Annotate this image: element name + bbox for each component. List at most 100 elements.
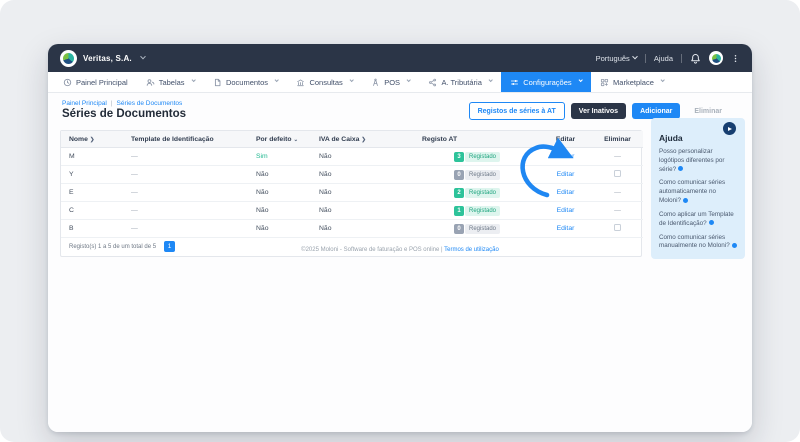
cell-por-defeito: Não bbox=[248, 184, 311, 202]
cell-por-defeito: Não bbox=[248, 166, 311, 184]
series-table-card: Nome❯ Template de Identificação Por defe… bbox=[60, 130, 642, 257]
user-avatar[interactable] bbox=[709, 51, 723, 65]
people-icon bbox=[146, 78, 155, 87]
nav-item-a-tributaria[interactable]: A. Tributária bbox=[419, 72, 501, 92]
chevron-down-icon bbox=[488, 78, 493, 83]
cell-eliminar bbox=[594, 220, 643, 238]
editar-link[interactable]: Editar bbox=[557, 225, 575, 232]
nav-item-configuracoes[interactable]: Configurações bbox=[501, 72, 591, 92]
cell-iva-caixa: Não bbox=[311, 184, 414, 202]
cell-registo-at: 0Registado bbox=[414, 166, 539, 184]
cell-editar: Editar bbox=[539, 220, 594, 238]
help-video-play-button[interactable] bbox=[723, 122, 736, 135]
cell-editar: Editar bbox=[539, 184, 594, 202]
breadcrumb-current-link[interactable]: Séries de Documentos bbox=[117, 100, 183, 107]
help-question-link[interactable]: Posso personalizar logótipos diferentes … bbox=[659, 148, 737, 174]
nav-label: Marketplace bbox=[613, 78, 654, 87]
breadcrumb-separator: | bbox=[111, 100, 113, 107]
help-question-link[interactable]: Como comunicar séries automaticamente no… bbox=[659, 179, 737, 205]
cell-nome: Y bbox=[61, 166, 123, 184]
cell-por-defeito: Sim bbox=[248, 148, 311, 166]
registo-badge: 1Registado bbox=[454, 206, 500, 216]
nav-label: Documentos bbox=[226, 78, 268, 87]
nav-item-pos[interactable]: POS bbox=[362, 72, 419, 92]
nav-item-painel-principal[interactable]: Painel Principal bbox=[54, 72, 137, 92]
cell-nome: M bbox=[61, 148, 123, 166]
page-content: Painel Principal | Séries de Documentos … bbox=[48, 93, 752, 432]
table-row: B — Não Não 0Registado Editar bbox=[61, 220, 643, 238]
topbar: Veritas, S.A. Português Ajuda bbox=[48, 44, 752, 72]
kebab-menu-icon[interactable] bbox=[731, 53, 740, 64]
nav-item-consultas[interactable]: Consultas bbox=[287, 72, 362, 92]
column-header-nome[interactable]: Nome❯ bbox=[61, 131, 123, 148]
page-title: Séries de Documentos bbox=[62, 108, 186, 120]
eliminar-checkbox[interactable] bbox=[614, 170, 621, 177]
cell-nome: C bbox=[61, 202, 123, 220]
termos-utilizacao-link[interactable]: Termos de utilização bbox=[444, 247, 499, 253]
breadcrumb-home-link[interactable]: Painel Principal bbox=[62, 100, 107, 107]
divider bbox=[645, 54, 646, 63]
editar-link[interactable]: Editar bbox=[557, 171, 575, 178]
copyright-text: ©2025 Moloni - Software de faturação e P… bbox=[301, 247, 439, 253]
column-header-eliminar: Eliminar bbox=[594, 131, 643, 148]
cell-registo-at: 2Registado bbox=[414, 184, 539, 202]
ver-inativos-button[interactable]: Ver Inativos bbox=[571, 103, 626, 119]
column-header-template: Template de Identificação bbox=[123, 131, 248, 148]
editar-link[interactable]: Editar bbox=[557, 207, 575, 214]
chevron-down-icon bbox=[406, 78, 411, 83]
nav-label: Consultas bbox=[309, 78, 342, 87]
language-selector[interactable]: Português bbox=[596, 54, 637, 63]
registos-series-at-button[interactable]: Registos de séries à AT bbox=[469, 102, 565, 120]
chevron-down-icon bbox=[140, 54, 146, 60]
caret-down-icon: ⌄ bbox=[294, 137, 299, 143]
nav-item-tabelas[interactable]: Tabelas bbox=[137, 72, 204, 92]
cell-registo-at: 0Registado bbox=[414, 220, 539, 238]
cell-registo-at: 1Registado bbox=[414, 202, 539, 220]
editar-link[interactable]: Editar bbox=[557, 153, 575, 160]
chevron-down-icon bbox=[578, 78, 583, 83]
building-icon bbox=[296, 78, 305, 87]
column-header-iva-caixa[interactable]: IVA de Caixa❯ bbox=[311, 131, 414, 148]
chevron-down-icon bbox=[274, 78, 279, 83]
cell-template: — bbox=[123, 220, 248, 238]
help-question-link[interactable]: Como aplicar um Template de Identificaçã… bbox=[659, 211, 737, 229]
cell-iva-caixa: Não bbox=[311, 220, 414, 238]
cell-template: — bbox=[123, 184, 248, 202]
adicionar-button[interactable]: Adicionar bbox=[632, 103, 680, 119]
breadcrumb: Painel Principal | Séries de Documentos bbox=[62, 100, 182, 107]
nav-item-documentos[interactable]: Documentos bbox=[204, 72, 288, 92]
clock-icon bbox=[63, 78, 72, 87]
info-circle-icon bbox=[678, 166, 683, 171]
cell-iva-caixa: Não bbox=[311, 148, 414, 166]
nav-item-marketplace[interactable]: Marketplace bbox=[591, 72, 673, 92]
column-header-registo-at: Registo AT bbox=[414, 131, 539, 148]
app-footer: ©2025 Moloni - Software de faturação e P… bbox=[48, 247, 752, 253]
cell-editar: Editar bbox=[539, 202, 594, 220]
table-row: Y — Não Não 0Registado Editar bbox=[61, 166, 643, 184]
footer-separator: | bbox=[441, 247, 443, 253]
editar-link[interactable]: Editar bbox=[557, 189, 575, 196]
nav-label: A. Tributária bbox=[441, 78, 481, 87]
topbar-right: Português Ajuda bbox=[596, 51, 740, 65]
cell-template: — bbox=[123, 148, 248, 166]
column-header-por-defeito[interactable]: Por defeito⌄ bbox=[248, 131, 311, 148]
registo-badge: 0Registado bbox=[454, 224, 500, 234]
play-icon bbox=[728, 127, 732, 131]
company-selector[interactable]: Veritas, S.A. bbox=[60, 50, 145, 67]
nav-label: Painel Principal bbox=[76, 78, 128, 87]
chevron-down-icon bbox=[191, 78, 196, 83]
network-icon bbox=[428, 78, 437, 87]
grid-plus-icon bbox=[600, 78, 609, 87]
company-logo-icon bbox=[60, 50, 77, 67]
chevron-down-icon bbox=[632, 54, 638, 60]
nav-label: Configurações bbox=[523, 78, 571, 87]
cell-editar: Editar bbox=[539, 166, 594, 184]
eliminar-checkbox[interactable] bbox=[614, 224, 621, 231]
nav-label: POS bbox=[384, 78, 400, 87]
help-link[interactable]: Ajuda bbox=[654, 54, 673, 63]
eliminar-button[interactable]: Eliminar bbox=[686, 103, 730, 119]
cell-template: — bbox=[123, 166, 248, 184]
notifications-bell-icon[interactable] bbox=[690, 53, 701, 64]
info-circle-icon bbox=[709, 220, 714, 225]
cell-eliminar: — bbox=[594, 184, 643, 202]
